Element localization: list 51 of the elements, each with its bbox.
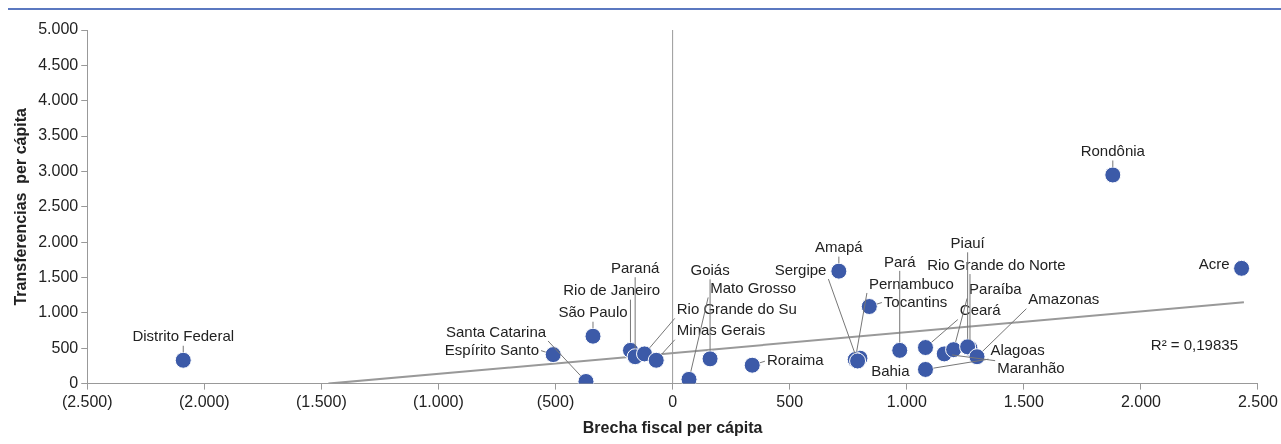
x-tick-label: (1.000) bbox=[413, 392, 464, 410]
y-tick-label: 1.000 bbox=[38, 303, 79, 321]
annotation: Bahia bbox=[871, 362, 911, 380]
y-tick-label: 3.000 bbox=[38, 161, 79, 179]
x-tick-label: (2.500) bbox=[61, 392, 113, 410]
annotation: Rio Grande do Norte bbox=[927, 255, 1066, 273]
annotation: Piauí bbox=[950, 233, 986, 251]
annotation: Ceará bbox=[959, 301, 1002, 319]
annotation: Paraná bbox=[610, 258, 660, 276]
x-tick-label: 500 bbox=[776, 392, 804, 410]
annotation: Mato Grosso bbox=[710, 279, 797, 297]
y-axis-title: Transferencias per cápita bbox=[12, 107, 30, 306]
annotation: Rondônia bbox=[1080, 142, 1146, 160]
y-tick-label: 3.500 bbox=[38, 126, 79, 144]
annotation: Acre bbox=[1198, 255, 1230, 273]
y-tick-label: 5.000 bbox=[38, 20, 79, 38]
annotation: Amapá bbox=[815, 238, 864, 256]
y-tick-label: 1.500 bbox=[38, 267, 79, 285]
annotation: Roraima bbox=[766, 351, 825, 369]
x-axis-title: Brecha fiscal per cápita bbox=[582, 418, 763, 436]
annotation: R² = 0,19835 bbox=[1150, 335, 1238, 353]
y-tick-label: 4.000 bbox=[38, 91, 79, 109]
annotation: Alagoas bbox=[990, 340, 1045, 358]
annotation: Sergipe bbox=[774, 260, 827, 278]
annotation: Rio de Janeiro bbox=[563, 281, 661, 299]
annotation: São Paulo bbox=[558, 303, 628, 321]
x-tick-label: (1.500) bbox=[296, 392, 347, 410]
annotation: Goiás bbox=[690, 260, 730, 278]
y-tick-label: 0 bbox=[69, 374, 79, 392]
x-tick-label: 2.000 bbox=[1120, 392, 1162, 410]
x-tick-label: (500) bbox=[536, 392, 575, 410]
annotation: Paraíba bbox=[969, 280, 1023, 298]
x-tick-label: 2.500 bbox=[1237, 392, 1279, 410]
y-tick-label: 2.500 bbox=[38, 197, 79, 215]
annotation: Pernambuco bbox=[868, 274, 954, 292]
x-tick-label: 0 bbox=[668, 392, 678, 410]
y-tick-label: 500 bbox=[51, 338, 79, 356]
annotation: Maranhão bbox=[997, 359, 1065, 377]
annotation: Distrito Federal bbox=[132, 327, 235, 345]
annotation: Minas Gerais bbox=[676, 321, 766, 339]
annotation: Rio Grande do Su bbox=[676, 300, 797, 318]
annotation: Santa Catarina bbox=[445, 322, 547, 340]
x-tick-label: (2.000) bbox=[178, 392, 230, 410]
annotation: Tocantins bbox=[883, 292, 948, 310]
y-tick-label: 2.000 bbox=[38, 232, 79, 250]
x-tick-label: 1.500 bbox=[1003, 392, 1044, 410]
annotation: Amazonas bbox=[1028, 290, 1100, 308]
annotation: Pará bbox=[883, 252, 917, 270]
annotation: Espírito Santo bbox=[444, 340, 540, 358]
x-tick-label: 1.000 bbox=[886, 392, 927, 410]
y-tick-label: 4.500 bbox=[38, 55, 79, 73]
